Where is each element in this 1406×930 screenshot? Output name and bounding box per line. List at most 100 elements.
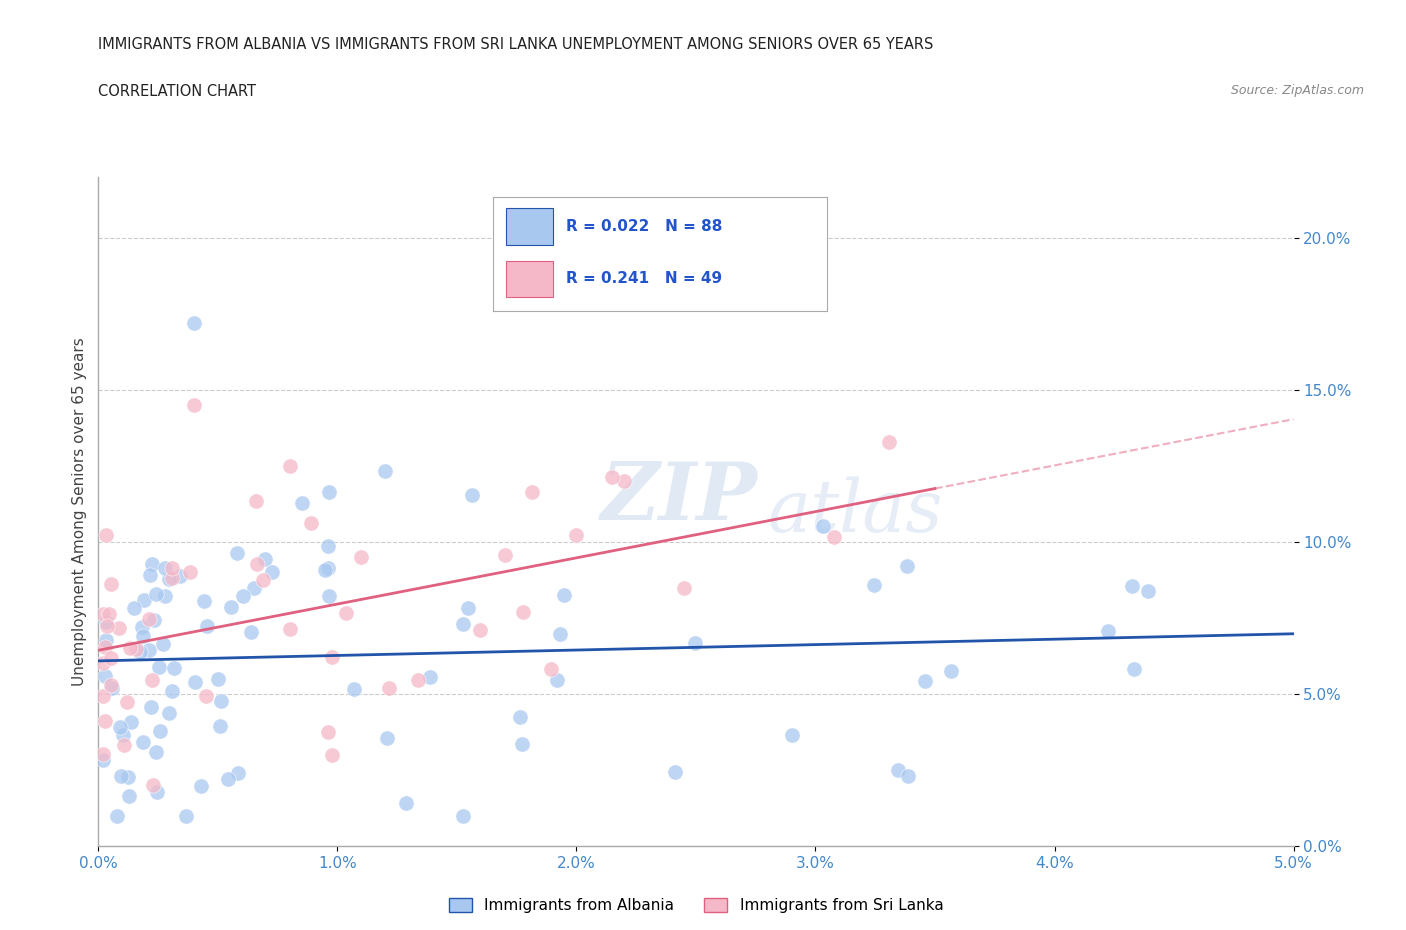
Point xyxy=(183,674,205,689)
Point xyxy=(823,529,845,544)
Point xyxy=(91,656,114,671)
Point xyxy=(457,601,479,616)
Point xyxy=(145,745,167,760)
Point xyxy=(157,572,180,587)
Point xyxy=(163,660,186,675)
Point xyxy=(406,672,429,687)
Point xyxy=(217,772,239,787)
Point xyxy=(193,594,215,609)
Point xyxy=(509,710,531,724)
Point xyxy=(195,688,218,703)
Point xyxy=(683,636,706,651)
Point xyxy=(314,563,336,578)
Point xyxy=(240,624,263,639)
Point xyxy=(101,681,124,696)
Point xyxy=(540,661,562,676)
Point xyxy=(522,485,544,499)
Point xyxy=(96,618,118,633)
Point xyxy=(512,604,534,619)
Point xyxy=(252,573,274,588)
Point xyxy=(378,680,401,695)
Point xyxy=(169,568,191,583)
Point xyxy=(208,719,231,734)
Point xyxy=(1123,661,1146,676)
Point xyxy=(120,641,142,656)
Point xyxy=(112,728,135,743)
Point xyxy=(546,672,568,687)
Point xyxy=(110,769,132,784)
Point xyxy=(321,748,343,763)
Point xyxy=(174,808,197,823)
Point xyxy=(207,671,229,686)
Point xyxy=(316,561,339,576)
Point xyxy=(141,557,163,572)
Point xyxy=(100,677,122,692)
Point xyxy=(139,699,162,714)
Point xyxy=(138,611,160,626)
Point xyxy=(134,592,156,607)
Point xyxy=(157,706,180,721)
Point xyxy=(219,599,242,614)
Point xyxy=(228,765,250,780)
Point xyxy=(107,620,129,635)
Point xyxy=(131,619,153,634)
Point xyxy=(664,764,686,779)
Point xyxy=(877,434,900,449)
Point xyxy=(117,769,139,784)
Point xyxy=(129,644,152,659)
Point xyxy=(343,682,366,697)
Point xyxy=(510,737,533,751)
Point xyxy=(461,487,484,502)
Point xyxy=(162,570,184,585)
Point xyxy=(94,615,117,630)
Point xyxy=(153,561,176,576)
Point xyxy=(550,627,572,642)
Point xyxy=(335,605,357,620)
Point xyxy=(142,612,165,627)
Point xyxy=(896,558,918,573)
Point xyxy=(232,589,254,604)
Point xyxy=(97,606,120,621)
Point xyxy=(91,689,114,704)
Point xyxy=(246,556,269,571)
Point xyxy=(470,623,492,638)
Point xyxy=(118,788,141,803)
Point xyxy=(374,463,396,478)
Text: atlas: atlas xyxy=(768,476,943,547)
Point xyxy=(142,778,165,793)
Point xyxy=(887,763,910,777)
Point xyxy=(149,724,172,738)
Point xyxy=(183,315,205,330)
Point xyxy=(125,642,148,657)
Point xyxy=(91,607,114,622)
Point xyxy=(110,720,132,735)
Point xyxy=(299,515,322,530)
Text: Source: ZipAtlas.com: Source: ZipAtlas.com xyxy=(1230,84,1364,97)
Point xyxy=(672,580,695,595)
Point xyxy=(96,527,118,542)
Point xyxy=(132,735,155,750)
Point xyxy=(1097,624,1119,639)
Point xyxy=(153,589,176,604)
Legend: Immigrants from Albania, Immigrants from Sri Lanka: Immigrants from Albania, Immigrants from… xyxy=(443,892,949,919)
Point xyxy=(100,577,122,591)
Point xyxy=(162,561,184,576)
Point xyxy=(565,527,588,542)
Point xyxy=(138,567,160,582)
Point xyxy=(131,629,153,644)
Point xyxy=(897,769,920,784)
Point xyxy=(453,808,475,823)
Point xyxy=(262,565,284,579)
Point xyxy=(451,617,474,631)
Point xyxy=(375,731,398,746)
Point xyxy=(100,651,122,666)
Point xyxy=(780,728,803,743)
Point xyxy=(395,796,418,811)
Point xyxy=(419,670,441,684)
Text: IMMIGRANTS FROM ALBANIA VS IMMIGRANTS FROM SRI LANKA UNEMPLOYMENT AMONG SENIORS : IMMIGRANTS FROM ALBANIA VS IMMIGRANTS FR… xyxy=(98,37,934,52)
Y-axis label: Unemployment Among Seniors over 65 years: Unemployment Among Seniors over 65 years xyxy=(72,338,87,686)
Point xyxy=(245,494,267,509)
Point xyxy=(939,664,962,679)
Point xyxy=(863,578,886,592)
Point xyxy=(179,565,201,579)
